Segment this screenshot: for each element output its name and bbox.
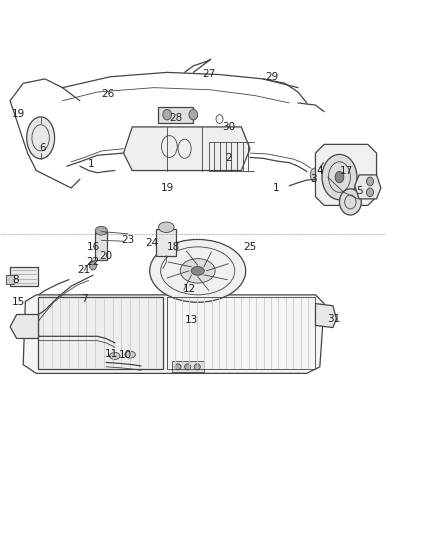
Text: 1: 1	[87, 159, 94, 169]
Ellipse shape	[339, 189, 360, 215]
Text: 20: 20	[99, 251, 113, 261]
Bar	[156, 229, 176, 256]
Text: 11: 11	[104, 349, 118, 359]
Polygon shape	[39, 297, 162, 369]
Ellipse shape	[310, 168, 320, 182]
Ellipse shape	[162, 109, 171, 120]
Text: 29: 29	[265, 72, 278, 82]
Bar	[158, 107, 193, 123]
Polygon shape	[23, 295, 323, 374]
Text: 23: 23	[121, 236, 134, 245]
Text: 27: 27	[201, 69, 215, 79]
Ellipse shape	[124, 351, 135, 358]
Text: 26: 26	[102, 89, 115, 99]
Text: 1: 1	[272, 183, 279, 193]
Text: 15: 15	[12, 297, 25, 307]
Polygon shape	[315, 144, 376, 205]
Ellipse shape	[188, 109, 197, 120]
Text: 16: 16	[87, 242, 100, 252]
Ellipse shape	[321, 158, 326, 165]
Text: 18: 18	[167, 242, 180, 252]
Text: 5: 5	[355, 187, 362, 197]
Polygon shape	[315, 304, 336, 328]
Text: 21: 21	[78, 265, 91, 275]
Text: 12: 12	[182, 284, 195, 294]
Ellipse shape	[194, 364, 200, 370]
Polygon shape	[10, 314, 39, 338]
Ellipse shape	[27, 117, 54, 159]
Bar	[6, 275, 14, 284]
Bar	[171, 361, 204, 372]
Ellipse shape	[110, 352, 120, 359]
Text: 19: 19	[160, 183, 173, 193]
Ellipse shape	[89, 261, 96, 270]
Text: 19: 19	[12, 109, 25, 119]
Ellipse shape	[366, 188, 373, 197]
Ellipse shape	[95, 227, 107, 235]
Text: 30: 30	[221, 122, 234, 132]
Text: 10: 10	[119, 350, 132, 360]
Ellipse shape	[366, 177, 373, 186]
Bar	[95, 232, 107, 260]
Text: 8: 8	[12, 276, 19, 286]
Text: 22: 22	[86, 257, 99, 267]
Ellipse shape	[149, 239, 245, 302]
Text: 17: 17	[339, 166, 352, 176]
Polygon shape	[123, 127, 250, 171]
Text: 2: 2	[224, 154, 231, 163]
Ellipse shape	[175, 364, 181, 370]
Ellipse shape	[191, 266, 204, 275]
Polygon shape	[354, 175, 380, 199]
Text: 25: 25	[243, 242, 256, 252]
Ellipse shape	[158, 222, 174, 232]
Text: 7: 7	[81, 294, 88, 304]
Text: 6: 6	[39, 143, 46, 153]
Polygon shape	[10, 266, 39, 286]
Ellipse shape	[321, 155, 356, 200]
Text: 13: 13	[184, 314, 198, 325]
Text: 3: 3	[309, 174, 316, 184]
Text: 31: 31	[326, 314, 339, 324]
Ellipse shape	[334, 172, 343, 183]
Ellipse shape	[184, 364, 190, 370]
Text: 24: 24	[145, 238, 158, 247]
Text: 28: 28	[169, 113, 182, 123]
Ellipse shape	[180, 259, 215, 283]
Text: 4: 4	[316, 166, 322, 176]
